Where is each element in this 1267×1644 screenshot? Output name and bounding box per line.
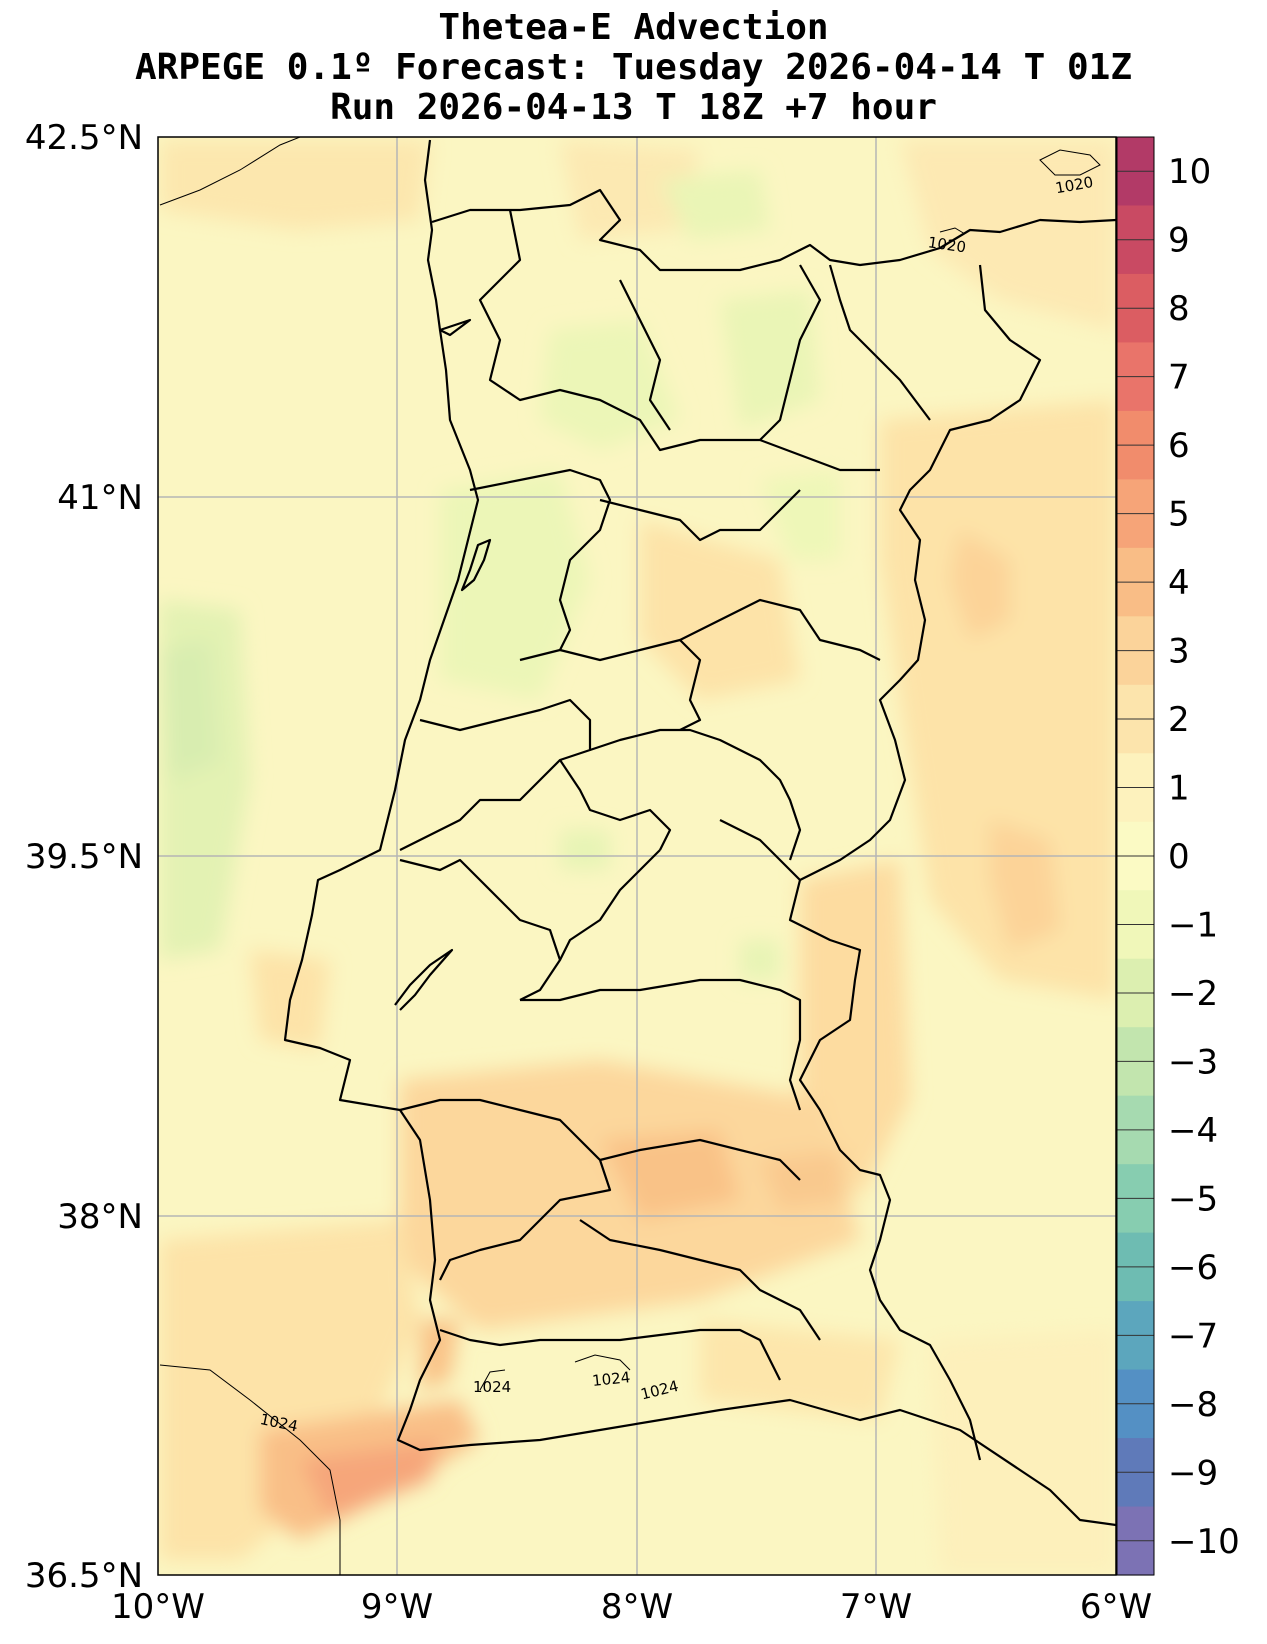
colorbar-label: −9 xyxy=(1168,1453,1218,1493)
lon-label: 8°W xyxy=(601,1587,673,1627)
lat-label: 42.5°N xyxy=(25,118,143,158)
colorbar-label: 10 xyxy=(1168,152,1211,192)
lat-label: 39.5°N xyxy=(25,837,143,877)
isobar-line xyxy=(479,1369,506,1391)
lat-label: 38°N xyxy=(57,1197,143,1237)
isobar-label: 1024 xyxy=(473,1378,511,1396)
plot-frame xyxy=(157,136,1117,1576)
lon-label: 9°W xyxy=(361,1587,433,1627)
colorbar-label: −6 xyxy=(1168,1248,1218,1288)
isobar-line xyxy=(574,1354,631,1371)
colorbar-label: −10 xyxy=(1168,1522,1240,1562)
map-title: Thetea-E Advection ARPEGE 0.1º Forecast:… xyxy=(0,8,1267,128)
lon-label: 10°W xyxy=(111,1587,205,1627)
lon-label: 6°W xyxy=(1080,1587,1152,1627)
colorbar-label: 0 xyxy=(1168,837,1190,877)
title-line-2: ARPEGE 0.1º Forecast: Tuesday 2026-04-14… xyxy=(135,47,1132,88)
colorbar-label: −8 xyxy=(1168,1385,1218,1425)
colorbar-label: 6 xyxy=(1168,426,1190,466)
isobar-line xyxy=(939,227,966,235)
colorbar-label: 1 xyxy=(1168,769,1190,809)
coastline-and-boundaries xyxy=(283,139,1116,1527)
border-east xyxy=(788,264,1042,1461)
title-line-1: Thetea-E Advection xyxy=(438,7,829,48)
lon-label: 7°W xyxy=(840,1587,912,1627)
latitude-labels: 42.5°N 41°N 39.5°N 38°N 36.5°N xyxy=(25,118,143,1596)
colorbar-label: 3 xyxy=(1168,632,1190,672)
lat-label: 36.5°N xyxy=(25,1556,143,1596)
graticule xyxy=(158,137,1116,1575)
colorbar-label: 8 xyxy=(1168,289,1190,329)
coastline-west xyxy=(283,139,1116,1527)
colorbar-label: −3 xyxy=(1168,1042,1218,1082)
lat-label: 41°N xyxy=(57,478,143,518)
isobar-line xyxy=(159,137,301,206)
border-north xyxy=(431,188,1116,272)
tagus-estuary xyxy=(394,948,454,1011)
colorbar-label: 9 xyxy=(1168,221,1190,261)
isobar-line xyxy=(159,1364,341,1575)
colorbar-label: −2 xyxy=(1168,974,1218,1014)
colorbar-label: −7 xyxy=(1168,1316,1218,1356)
colorbar-label: −5 xyxy=(1168,1179,1218,1219)
colorbar-label: −1 xyxy=(1168,905,1218,945)
title-line-3: Run 2026-04-13 T 18Z +7 hour xyxy=(330,87,937,128)
colorbar-label: 4 xyxy=(1168,563,1190,603)
longitude-labels: 10°W 9°W 8°W 7°W 6°W xyxy=(111,1587,1152,1627)
colorbar-label: 5 xyxy=(1168,495,1190,535)
isobar-label: 1020 xyxy=(927,233,967,256)
colorbar-label: 2 xyxy=(1168,700,1190,740)
colorbar-frame xyxy=(1116,136,1155,1576)
isobars xyxy=(159,137,1101,1575)
colorbar-label: −4 xyxy=(1168,1111,1218,1151)
isobar-label: 1024 xyxy=(591,1368,631,1390)
colorbar-label: 7 xyxy=(1168,358,1190,398)
isobar-line xyxy=(1039,149,1101,176)
